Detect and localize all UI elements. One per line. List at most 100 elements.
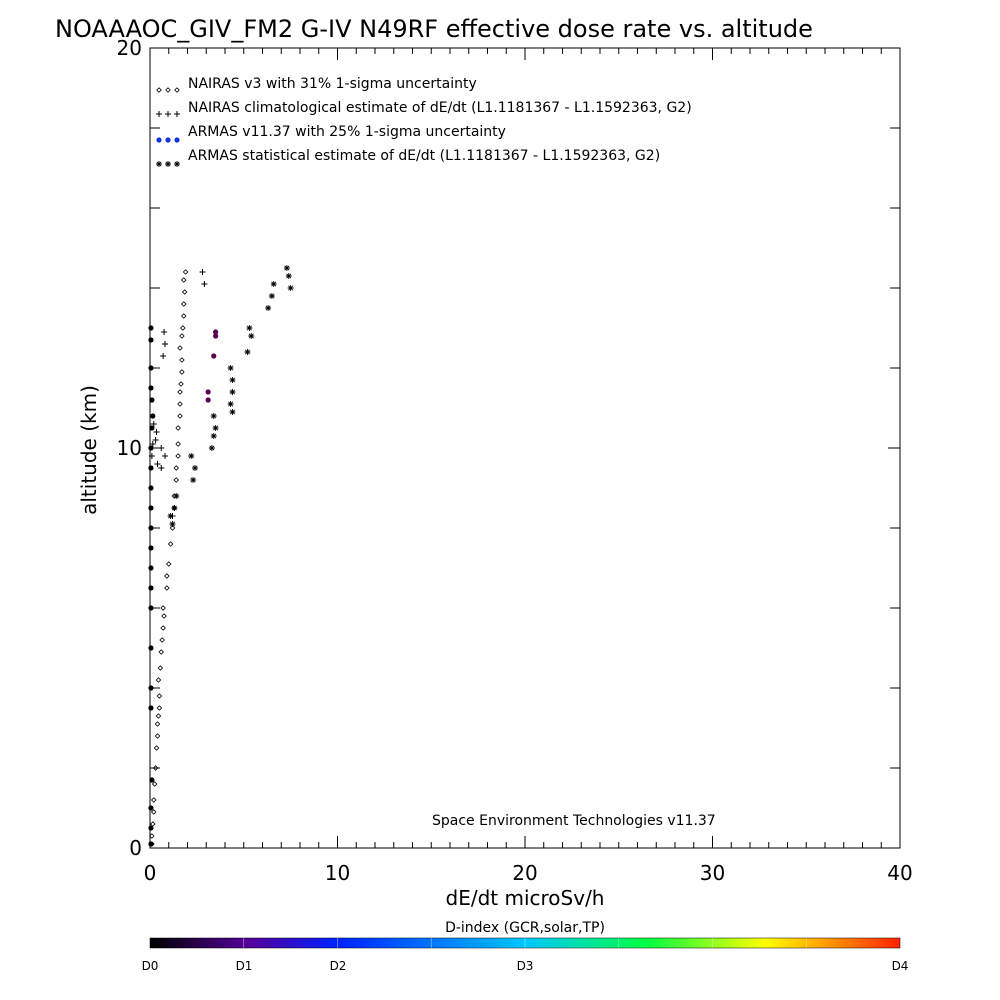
x-axis-label: dE/dt microSv/h — [446, 886, 605, 910]
data-point — [157, 665, 164, 671]
legend-marker — [156, 87, 162, 93]
data-point — [158, 465, 165, 471]
data-point — [148, 825, 154, 831]
data-point — [154, 733, 161, 739]
data-point — [287, 285, 294, 291]
data-point — [150, 809, 157, 815]
data-point — [173, 493, 180, 499]
x-tick-label: 30 — [700, 861, 725, 885]
colorbar-title: D-index (GCR,solar,TP) — [445, 920, 605, 936]
data-point — [148, 465, 154, 471]
data-point — [149, 425, 155, 431]
plot-frame — [149, 47, 901, 849]
data-point — [283, 265, 290, 271]
x-tick-labels: 0 10 20 30 40 — [144, 861, 913, 885]
data-point — [151, 781, 158, 787]
data-point — [169, 525, 176, 531]
y-tick-label: 0 — [129, 836, 142, 860]
legend-marker — [156, 161, 162, 167]
data-point — [160, 605, 166, 611]
data-point — [177, 345, 183, 351]
legend-marker — [165, 87, 171, 93]
data-point — [155, 713, 162, 719]
data-point — [148, 805, 154, 811]
data-point — [213, 329, 219, 335]
data-point — [158, 445, 165, 451]
data-point — [179, 369, 185, 375]
data-point — [244, 349, 251, 355]
data-point — [210, 433, 217, 439]
legend-marker — [156, 137, 162, 143]
data-point — [148, 385, 154, 391]
legend-marker — [174, 137, 180, 143]
series-diamond — [149, 269, 189, 847]
data-point — [201, 281, 208, 287]
data-point — [164, 585, 170, 591]
series-asterisk — [167, 265, 294, 527]
data-point — [160, 353, 167, 359]
data-point — [161, 613, 167, 619]
colorbar-label: D1 — [236, 959, 253, 973]
colorbar-labels: D0 D1 D2 D3 D4 — [142, 959, 909, 973]
data-point — [180, 301, 187, 307]
legend: NAIRAS v3 with 31% 1-sigma uncertainty NA… — [156, 76, 692, 167]
legend-item: ARMAS v11.37 with 25% 1-sigma uncertaint… — [156, 124, 506, 143]
data-point — [177, 389, 183, 395]
data-point — [173, 465, 180, 471]
data-point — [148, 445, 154, 451]
data-point — [149, 441, 156, 447]
legend-marker — [165, 137, 171, 143]
data-point — [180, 325, 186, 331]
data-point — [179, 333, 185, 339]
data-point — [150, 797, 157, 803]
legend-marker — [165, 111, 171, 117]
data-point — [154, 461, 161, 467]
data-point — [246, 325, 253, 331]
data-point — [208, 445, 215, 451]
data-point — [192, 465, 198, 471]
data-point — [173, 477, 180, 483]
data-point — [227, 401, 234, 407]
data-point — [182, 269, 189, 275]
data-point — [175, 441, 181, 447]
data-point — [149, 833, 155, 839]
data-point — [150, 413, 156, 419]
data-point — [199, 269, 206, 275]
legend-marker — [165, 161, 171, 167]
y-tick-label: 20 — [117, 36, 142, 60]
legend-label: ARMAS statistical estimate of dE/dt (L1.… — [188, 148, 660, 164]
y-tick-labels: 0 10 20 — [117, 36, 142, 860]
data-point — [153, 429, 160, 435]
data-point — [148, 453, 155, 459]
legend-label: ARMAS v11.37 with 25% 1-sigma uncertaint… — [188, 124, 506, 140]
x-tick-label: 0 — [144, 861, 157, 885]
data-point — [177, 401, 183, 407]
data-point — [156, 705, 163, 711]
data-point — [270, 281, 277, 287]
data-point — [148, 585, 154, 591]
data-point — [148, 365, 154, 371]
legend-marker — [174, 87, 180, 93]
colorbar-label: D4 — [892, 959, 909, 973]
data-point — [190, 477, 197, 483]
data-point — [152, 765, 159, 771]
data-point — [148, 545, 154, 551]
data-point — [265, 305, 272, 311]
data-point — [162, 341, 168, 347]
data-point — [155, 677, 162, 683]
data-point — [175, 453, 181, 459]
x-tick-label: 20 — [512, 861, 537, 885]
data-point — [160, 625, 166, 631]
data-point — [229, 389, 236, 395]
data-point — [148, 325, 154, 331]
data-point — [148, 337, 154, 343]
colorbar-label: D2 — [330, 959, 347, 973]
data-points — [148, 265, 294, 847]
data-point — [179, 357, 185, 363]
data-point — [148, 685, 154, 691]
legend-item: ARMAS statistical estimate of dE/dt (L1.… — [156, 148, 660, 167]
data-point — [148, 605, 154, 611]
data-point — [181, 289, 188, 295]
chart-title: NOAAAOC_GIV_FM2 G-IV N49RF effective dos… — [55, 15, 813, 43]
